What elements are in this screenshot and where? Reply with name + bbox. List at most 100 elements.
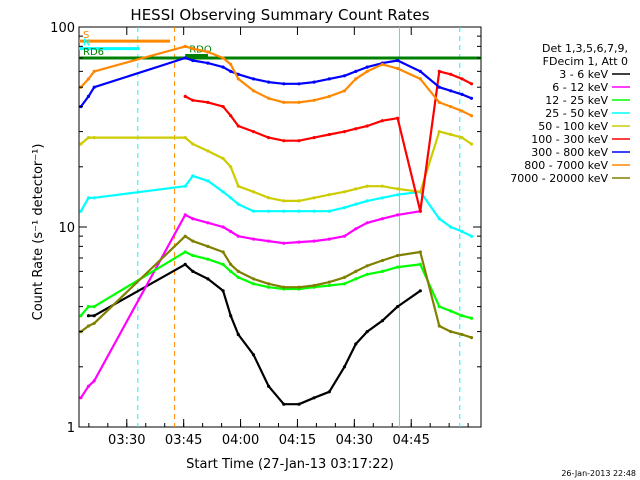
series-3-6-kev-point [236,332,240,337]
series-3-6-kev-point [297,402,301,406]
legend-entry-label: 6 - 12 keV [552,81,608,94]
series-3-6-kev-point [206,277,210,281]
series-50-100-kev-point [449,132,453,137]
series-7000-20000-kev-point [342,275,347,279]
series-12-25-kev-point [221,262,225,266]
series-25-50-kev-point [183,184,187,188]
series-800-7000-kev-point [229,62,233,66]
series-3-6-kev-point [229,314,233,318]
series-6-12-kev-line [79,210,421,399]
series-300-800-kev-point [229,69,233,73]
series-3-6-kev-point [354,342,358,346]
series-800-7000-kev-point [206,50,210,54]
series-100-300-kev-point [365,124,369,128]
series-7000-20000-kev-point [282,285,286,289]
series-100-300-kev-point [183,94,187,98]
series-25-50-kev-point [449,225,453,229]
series-12-25-kev-point [327,283,331,288]
series-25-50-kev-point [251,209,256,213]
series-100-300-kev-point [327,132,331,137]
series-25-50-kev-point [437,217,441,221]
series-3-6-kev-point [183,262,187,266]
series-800-7000-kev-point [297,100,301,104]
series-800-7000-kev-point [86,77,91,81]
series-7000-20000-kev-point [297,285,301,289]
series-50-100-kev-point [282,199,286,203]
series-100-300-kev-point [418,209,422,213]
series-800-7000-kev-point [342,89,347,93]
series-100-300-kev-point [267,136,271,140]
series-800-7000-kev-point [327,94,331,98]
series-25-50-kev-point [267,209,271,213]
series-12-25-kev-point [380,269,384,273]
series-7000-20000-kev-point [469,336,474,340]
series-100-300-kev-point [437,69,441,73]
series-100-300-kev-point [206,100,210,104]
series-3-6-kev-point [251,353,256,357]
flag-label-n: N [83,38,90,49]
series-300-800-kev-point [437,85,441,89]
series-300-800-kev-point [354,69,358,73]
series-100-300-kev-point [282,139,286,143]
series-100-300-kev-point [342,130,347,134]
series-3-6-kev-point [396,305,400,309]
series-800-7000-kev-point [469,114,474,118]
series-25-50-kev-point [86,196,91,200]
series-12-25-kev-point [206,257,210,261]
series-100-300-kev-point [469,82,474,86]
legend-entry-label: 7000 - 20000 keV [510,172,608,185]
series-3-6-kev-point [191,269,195,273]
series-50-100-kev-point [380,184,384,188]
series-50-100-kev-point [418,190,422,194]
series-7000-20000-kev-point [229,262,233,266]
series-6-12-kev-point [191,217,195,221]
series-25-50-kev-point [297,209,301,213]
series-800-7000-kev-point [267,96,271,100]
series-6-12-kev-point [312,239,316,243]
series-7000-20000-kev-point [365,264,369,268]
series-50-100-kev-point [183,136,187,140]
series-50-100-kev-point [312,196,316,200]
series-50-100-kev-point [79,142,83,146]
flag-label-rd6: RD6 [83,47,104,58]
series-7000-20000-kev-point [206,244,210,248]
series-7000-20000-kev-point [449,330,453,334]
series-100-300-kev-point [251,130,256,134]
series-25-50-kev-point [79,209,83,213]
legend: Det 1,3,5,6,7,9,FDecim 1, Att 03 - 6 keV… [510,42,630,185]
series-6-12-kev-point [327,237,331,241]
y-tick-label: 100 [50,21,75,36]
series-25-50-kev-point [327,209,331,213]
series-3-6-kev-point [282,402,286,406]
series-6-12-kev-point [282,241,286,245]
series-7000-20000-kev-point [418,250,422,254]
series-6-12-kev-point [92,379,96,383]
series-800-7000-kev-point [221,56,225,60]
legend-entry-label: 12 - 25 keV [545,94,608,107]
series-25-50-kev-point [354,202,358,206]
series-6-12-kev-point [206,221,210,225]
series-300-800-kev-point [267,80,271,84]
series-3-6-kev-point [267,384,271,388]
series-6-12-kev-point [86,384,91,388]
x-axis-label: Start Time (27-Jan-13 03:17:22) [186,457,394,472]
series-800-7000-kev-point [380,62,384,66]
x-tick-label: 04:30 [336,433,373,448]
series-12-25-kev-point [437,305,441,309]
series-300-800-kev-point [86,94,91,98]
series-300-800-kev-point [183,56,187,60]
series-7000-20000-kev-point [327,280,331,284]
series-50-100-kev-point [191,142,195,146]
series-300-800-kev-point [92,85,96,89]
series-100-300-kev-point [449,72,453,76]
series-12-25-kev-point [469,316,474,320]
series-12-25-kev-point [354,277,358,281]
series-6-12-kev-point [396,213,400,217]
series-300-800-kev-point [221,65,225,69]
series-12-25-kev-point [79,314,83,318]
series-100-300-kev-point [396,116,400,120]
series-3-6-kev-point [312,396,316,400]
series-6-12-kev-point [297,240,301,244]
series-7000-20000-kev-point [86,324,91,328]
